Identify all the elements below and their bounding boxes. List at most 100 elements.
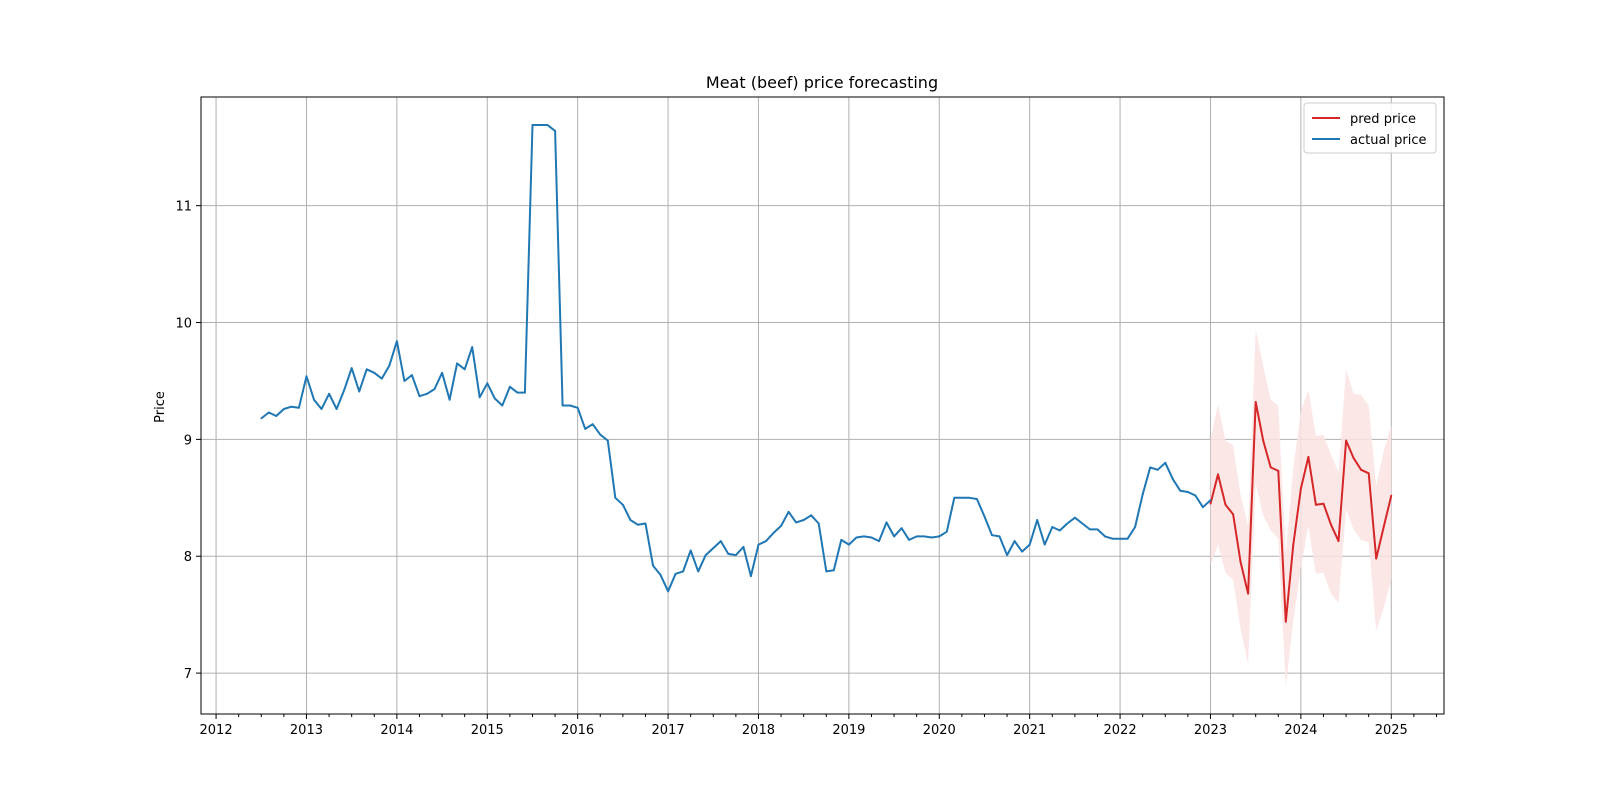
- data-point: [441, 371, 443, 374]
- x-tick-label: 2019: [832, 723, 865, 738]
- data-point: [1292, 543, 1295, 546]
- data-point: [697, 570, 700, 573]
- data-point: [358, 390, 361, 393]
- data-point: [1247, 592, 1249, 595]
- data-point: [569, 404, 571, 407]
- data-point: [1081, 522, 1084, 525]
- data-point: [1345, 439, 1347, 442]
- data-point: [968, 496, 971, 499]
- data-point: [1277, 470, 1280, 472]
- data-point: [531, 124, 534, 126]
- legend: pred price actual price: [1303, 102, 1437, 154]
- data-point: [825, 570, 828, 573]
- data-point: [1224, 503, 1227, 506]
- data-point: [290, 405, 293, 408]
- data-point: [1021, 550, 1023, 553]
- data-point: [350, 367, 353, 369]
- data-point: [622, 503, 624, 506]
- x-tick-label: 2014: [380, 723, 413, 738]
- data-point: [1360, 468, 1362, 471]
- data-point: [335, 408, 338, 410]
- data-point: [320, 408, 323, 410]
- series-line-1: [260, 124, 1212, 593]
- plot-area-frame: [200, 96, 1445, 715]
- data-point: [1111, 537, 1114, 540]
- data-point: [1096, 528, 1099, 531]
- data-point: [945, 530, 948, 533]
- data-point: [1390, 494, 1393, 497]
- data-point: [1187, 491, 1189, 493]
- data-point: [757, 543, 760, 546]
- data-point: [1367, 472, 1370, 475]
- data-point: [735, 554, 737, 556]
- data-point: [682, 570, 684, 573]
- data-point: [1232, 513, 1234, 516]
- x-tick-label: 2022: [1104, 723, 1137, 738]
- data-point: [267, 411, 270, 414]
- data-point: [614, 496, 617, 499]
- data-point: [1013, 540, 1016, 542]
- data-point: [1337, 540, 1340, 542]
- data-point: [1164, 461, 1167, 464]
- data-point: [1006, 554, 1008, 556]
- x-tick-label: 2023: [1194, 723, 1227, 738]
- data-point: [1375, 557, 1378, 560]
- grid-lines: [201, 97, 1444, 714]
- data-point: [501, 404, 504, 407]
- y-axis-label: Price: [153, 391, 168, 423]
- data-point: [1307, 456, 1310, 458]
- x-tick-label: 2015: [471, 723, 504, 738]
- data-point: [900, 527, 903, 530]
- data-point: [953, 496, 956, 499]
- data-point: [750, 575, 752, 577]
- data-point: [802, 519, 805, 521]
- data-point: [1217, 473, 1219, 476]
- data-point: [1134, 526, 1136, 528]
- data-point: [539, 124, 541, 126]
- data-point: [659, 574, 662, 576]
- x-tick-label: 2025: [1375, 723, 1408, 738]
- data-point: [637, 523, 639, 526]
- data-point: [365, 368, 368, 371]
- data-point: [780, 525, 782, 527]
- data-point: [591, 423, 594, 426]
- x-tick-label: 2020: [923, 723, 956, 738]
- y-tick-label: 10: [175, 317, 192, 332]
- data-point: [426, 392, 428, 395]
- x-tick-label: 2012: [200, 723, 233, 738]
- data-point: [863, 535, 865, 538]
- data-point: [1036, 519, 1039, 521]
- data-point: [1254, 401, 1257, 403]
- data-point: [991, 534, 993, 537]
- y-tick-label: 9: [184, 433, 192, 448]
- data-point: [1284, 620, 1287, 623]
- y-tick-label: 11: [175, 200, 192, 215]
- data-point: [667, 590, 669, 593]
- data-point: [1330, 523, 1332, 526]
- x-tick-label: 2013: [290, 723, 323, 738]
- data-point: [584, 428, 587, 430]
- axis-ticks: 2012 2013 2014 2015 2016 2017 2018 2019 2020 2021…: [175, 200, 1437, 738]
- data-point: [1269, 466, 1272, 469]
- data-point: [765, 540, 767, 542]
- data-point: [373, 371, 376, 374]
- data-point: [689, 549, 692, 552]
- data-point: [1179, 489, 1182, 492]
- data-point: [629, 519, 632, 521]
- data-point: [719, 540, 722, 542]
- data-point: [524, 391, 526, 394]
- data-point: [787, 510, 790, 513]
- data-point: [471, 346, 474, 348]
- data-point: [885, 521, 888, 524]
- y-tick-label: 7: [184, 667, 192, 682]
- data-point: [599, 433, 602, 436]
- data-point: [509, 385, 511, 388]
- data-point: [380, 377, 383, 380]
- data-point: [727, 553, 730, 555]
- data-point: [1058, 529, 1061, 532]
- data-point: [456, 362, 458, 365]
- data-point: [418, 395, 421, 398]
- data-point: [298, 406, 300, 409]
- data-point: [1051, 526, 1054, 528]
